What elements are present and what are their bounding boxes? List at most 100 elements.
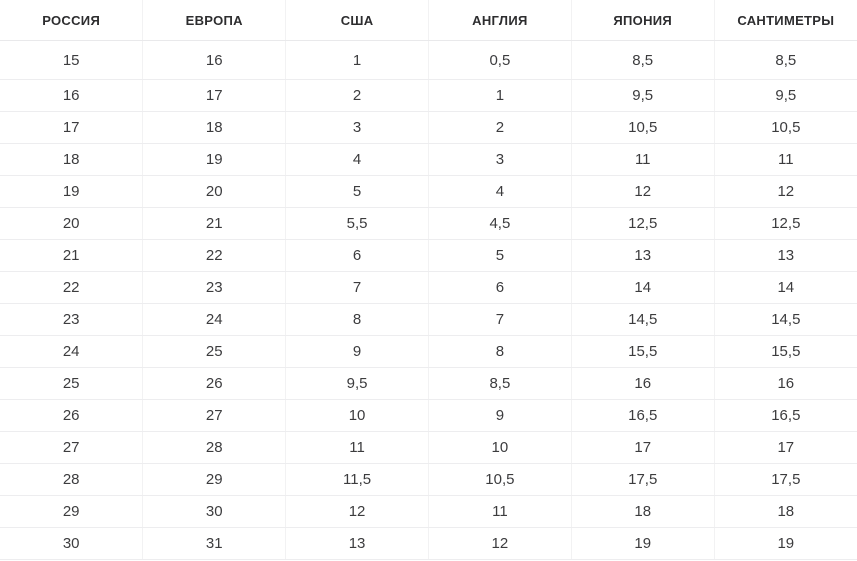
table-cell: 29	[142, 463, 287, 496]
table-cell: 28	[142, 431, 287, 464]
table-cell: 8,5	[714, 40, 857, 80]
table-cell: 25	[0, 367, 144, 400]
table-cell: 20	[142, 175, 287, 208]
table-cell: 6	[428, 271, 572, 304]
table-cell: 12	[285, 495, 429, 528]
table-row: 19 20 5 4 12 12	[0, 175, 857, 208]
table-cell: 4	[428, 175, 572, 208]
table-row: 24 25 9 8 15,5 15,5	[0, 335, 857, 368]
table-row: 28 29 11,5 10,5 17,5 17,5	[0, 463, 857, 496]
table-cell: 18	[571, 495, 715, 528]
table-cell: 17,5	[571, 463, 715, 496]
column-header-centimeters: САНТИМЕТРЫ	[714, 0, 857, 41]
table-cell: 10	[285, 399, 429, 432]
table-cell: 10	[428, 431, 572, 464]
table-row: РОССИЯ ЕВРОПА США АНГЛИЯ ЯПОНИЯ САНТИМЕТ…	[0, 0, 857, 41]
table-cell: 31	[142, 527, 287, 560]
table-cell: 10,5	[714, 111, 857, 144]
table-cell: 19	[714, 527, 857, 560]
column-header-europe: ЕВРОПА	[142, 0, 287, 41]
table-cell: 30	[0, 527, 144, 560]
table-cell: 0,5	[428, 40, 572, 80]
table-row: 22 23 7 6 14 14	[0, 271, 857, 304]
table-cell: 23	[142, 271, 287, 304]
table-row: 20 21 5,5 4,5 12,5 12,5	[0, 207, 857, 240]
table-row: 18 19 4 3 11 11	[0, 143, 857, 176]
table-cell: 16	[142, 40, 287, 80]
table-cell: 18	[714, 495, 857, 528]
table-cell: 12,5	[571, 207, 715, 240]
table-cell: 25	[142, 335, 287, 368]
table-cell: 12,5	[714, 207, 857, 240]
column-header-japan: ЯПОНИЯ	[571, 0, 715, 41]
table-cell: 11	[285, 431, 429, 464]
table-cell: 24	[0, 335, 144, 368]
table-cell: 13	[285, 527, 429, 560]
table-cell: 12	[428, 527, 572, 560]
table-cell: 2	[285, 79, 429, 112]
table-cell: 7	[428, 303, 572, 336]
table-cell: 16	[714, 367, 857, 400]
table-cell: 22	[142, 239, 287, 272]
table-cell: 4,5	[428, 207, 572, 240]
table-cell: 5	[428, 239, 572, 272]
table-cell: 21	[0, 239, 144, 272]
table-row: 27 28 11 10 17 17	[0, 431, 857, 464]
table-cell: 14	[571, 271, 715, 304]
table-cell: 9	[428, 399, 572, 432]
column-header-england: АНГЛИЯ	[428, 0, 572, 41]
table-cell: 11	[714, 143, 857, 176]
table-row: 17 18 3 2 10,5 10,5	[0, 111, 857, 144]
table-cell: 16,5	[714, 399, 857, 432]
table-cell: 14	[714, 271, 857, 304]
table-cell: 8	[428, 335, 572, 368]
table-cell: 1	[428, 79, 572, 112]
table-cell: 9	[285, 335, 429, 368]
table-cell: 17	[142, 79, 287, 112]
table-cell: 11,5	[285, 463, 429, 496]
table-cell: 3	[285, 111, 429, 144]
table-cell: 15,5	[714, 335, 857, 368]
table-cell: 13	[571, 239, 715, 272]
table-cell: 11	[571, 143, 715, 176]
table-cell: 24	[142, 303, 287, 336]
table-row: 25 26 9,5 8,5 16 16	[0, 367, 857, 400]
table-header-row: РОССИЯ ЕВРОПА США АНГЛИЯ ЯПОНИЯ САНТИМЕТ…	[0, 0, 857, 41]
table-cell: 14,5	[714, 303, 857, 336]
table-cell: 17	[571, 431, 715, 464]
table-cell: 13	[714, 239, 857, 272]
table-cell: 29	[0, 495, 144, 528]
table-row: 16 17 2 1 9,5 9,5	[0, 79, 857, 112]
table-row: 23 24 8 7 14,5 14,5	[0, 303, 857, 336]
table-cell: 14,5	[571, 303, 715, 336]
column-header-usa: США	[285, 0, 429, 41]
table-cell: 21	[142, 207, 287, 240]
table-row: 29 30 12 11 18 18	[0, 495, 857, 528]
table-cell: 19	[571, 527, 715, 560]
table-cell: 19	[142, 143, 287, 176]
table-cell: 15	[0, 40, 144, 80]
table-cell: 27	[0, 431, 144, 464]
table-cell: 7	[285, 271, 429, 304]
table-cell: 23	[0, 303, 144, 336]
table-cell: 17,5	[714, 463, 857, 496]
table-cell: 9,5	[285, 367, 429, 400]
table-cell: 17	[0, 111, 144, 144]
table-cell: 4	[285, 143, 429, 176]
table-cell: 12	[714, 175, 857, 208]
column-header-russia: РОССИЯ	[0, 0, 144, 41]
table-cell: 22	[0, 271, 144, 304]
table-row: 21 22 6 5 13 13	[0, 239, 857, 272]
table-cell: 17	[714, 431, 857, 464]
table-cell: 27	[142, 399, 287, 432]
table-cell: 10,5	[571, 111, 715, 144]
size-table-body: 15 16 1 0,5 8,5 8,5 16 17 2 1 9,5 9,5 17 18 3 2 10,5 10,5…	[0, 40, 857, 560]
table-cell: 16,5	[571, 399, 715, 432]
table-cell: 3	[428, 143, 572, 176]
table-cell: 8	[285, 303, 429, 336]
table-cell: 6	[285, 239, 429, 272]
table-cell: 26	[142, 367, 287, 400]
table-cell: 26	[0, 399, 144, 432]
table-cell: 9,5	[714, 79, 857, 112]
